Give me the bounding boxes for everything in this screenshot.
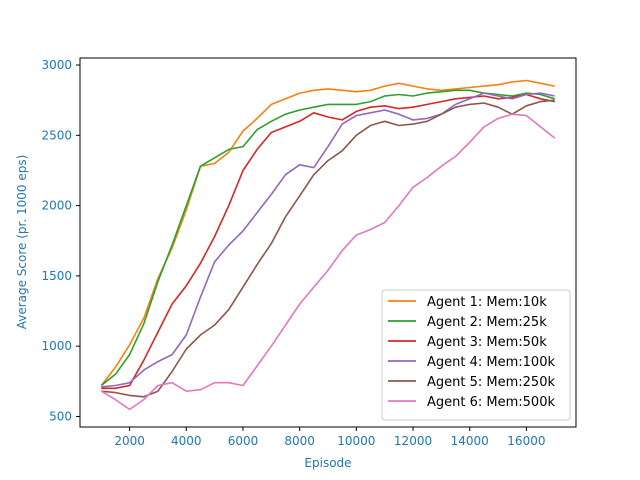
legend-label-agent-3: Agent 3: Mem:50k xyxy=(427,335,547,350)
y-tick-label: 3000 xyxy=(41,58,72,72)
legend-label-agent-6: Agent 6: Mem:500k xyxy=(427,395,555,410)
x-tick-label: 12000 xyxy=(394,434,432,448)
x-axis: 2000 4000 6000 8000 10000 12000 14000 16000 xyxy=(114,427,545,448)
legend-label-agent-5: Agent 5: Mem:250k xyxy=(427,375,555,390)
legend: Agent 1: Mem:10k Agent 2: Mem:25k Agent 3:… xyxy=(381,289,571,421)
y-axis-label: Average Score (pr. 1000 eps) xyxy=(15,155,29,330)
x-tick-label: 10000 xyxy=(337,434,375,448)
y-tick-label: 1500 xyxy=(41,269,72,283)
plot-frame xyxy=(79,57,577,428)
x-tick-label: 14000 xyxy=(451,434,489,448)
x-tick-label: 8000 xyxy=(284,434,315,448)
legend-box xyxy=(381,289,571,421)
legend-label-agent-1: Agent 1: Mem:10k xyxy=(427,295,547,310)
x-axis-label: Episode xyxy=(304,456,351,470)
y-tick-label: 500 xyxy=(49,409,72,423)
legend-label-agent-2: Agent 2: Mem:25k xyxy=(427,315,547,330)
series-line-agent-2 xyxy=(100,89,555,387)
series-line-agent-6 xyxy=(100,113,556,411)
x-tick-label: 4000 xyxy=(171,434,202,448)
series-line-agent-1 xyxy=(100,79,555,386)
series-line-agent-4 xyxy=(101,92,555,388)
series-line-agent-3 xyxy=(101,93,555,390)
x-tick-label: 2000 xyxy=(114,434,145,448)
legend-label-agent-4: Agent 4: Mem:100k xyxy=(427,355,555,370)
x-tick-label: 6000 xyxy=(228,434,259,448)
y-axis: 500 1000 1500 2000 2500 3000 xyxy=(41,58,80,423)
y-tick-label: 2000 xyxy=(41,199,72,213)
x-tick-label: 16000 xyxy=(507,434,545,448)
y-tick-label: 1000 xyxy=(41,339,72,353)
y-tick-label: 2500 xyxy=(41,128,72,142)
plot-lines xyxy=(100,79,556,411)
series-line-agent-5 xyxy=(101,99,555,398)
